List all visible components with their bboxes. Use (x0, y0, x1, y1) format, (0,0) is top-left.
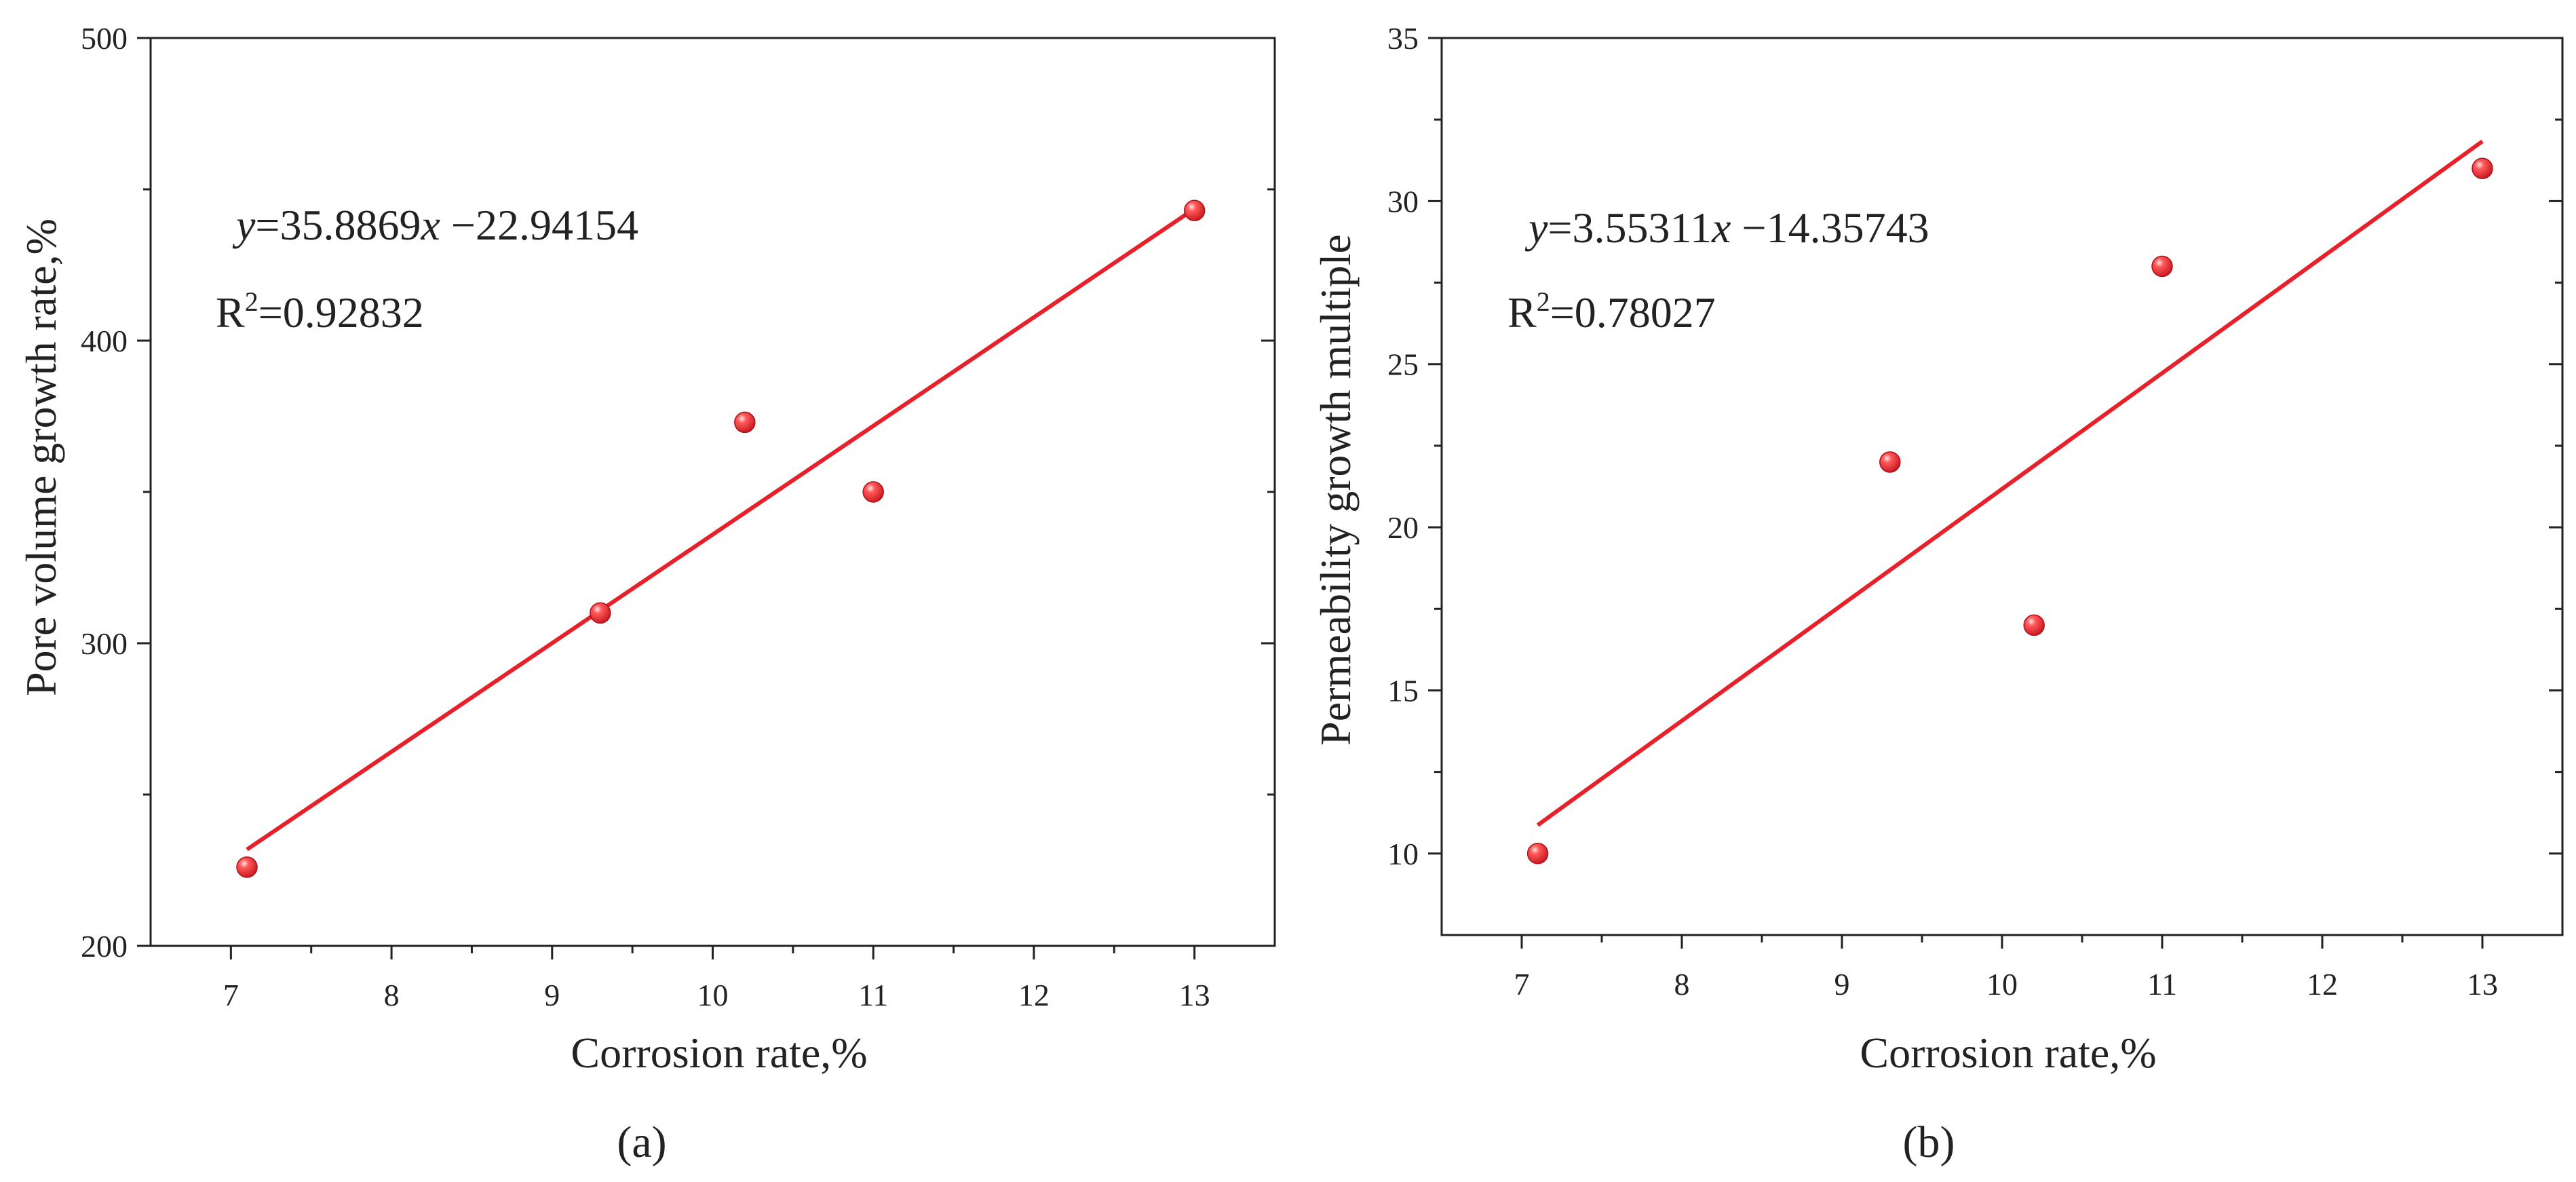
y-tick-label: 10 (1387, 837, 1419, 871)
tick-marks (1428, 37, 2562, 949)
y-tick-label: 400 (81, 324, 128, 358)
data-point (236, 856, 258, 878)
x-tick-labels: 7 8 9 10 11 12 13 (223, 978, 1210, 1012)
y-tick-label: 15 (1387, 673, 1419, 708)
regression-equation: y=3.55311x −14.35743 (1524, 204, 1929, 252)
data-point (862, 481, 884, 503)
x-tick-label: 13 (2467, 967, 2498, 1002)
panel-label-b: (b) (1903, 1118, 1955, 1167)
x-tick-label: 8 (384, 978, 400, 1012)
data-points (1526, 157, 2493, 864)
data-point (2151, 255, 2173, 278)
x-tick-label: 11 (2147, 967, 2177, 1002)
y-axis-title: Pore volume growth rate,% (17, 218, 65, 696)
x-tick-label: 12 (2307, 967, 2338, 1002)
x-tick-label: 9 (544, 978, 560, 1012)
x-tick-label: 10 (697, 978, 729, 1012)
data-point (2472, 157, 2493, 180)
chart-panel-b: 7 8 9 10 11 12 13 10 15 20 25 30 35 y=3.55311x −14.… (1311, 21, 2564, 1167)
x-tick-label: 10 (1986, 967, 2018, 1002)
chart-panel-a: 7 8 9 10 11 12 13 200 300 400 500 y=35.8869x −22.… (17, 21, 1276, 1167)
y-tick-label: 35 (1387, 21, 1419, 56)
fit-line (1536, 139, 2484, 827)
x-axis-title: Corrosion rate,% (571, 1029, 867, 1077)
data-point (2023, 614, 2045, 636)
y-tick-label: 20 (1387, 510, 1419, 545)
x-tick-label: 8 (1674, 967, 1690, 1002)
data-point (590, 602, 611, 624)
x-axis-title: Corrosion rate,% (1860, 1029, 2156, 1077)
data-points (236, 199, 1206, 878)
y-tick-labels: 200 300 400 500 (81, 21, 128, 964)
data-point (734, 411, 756, 434)
regression-equation: y=35.8869x −22.94154 (232, 201, 638, 249)
y-tick-label: 25 (1387, 347, 1419, 382)
x-tick-label: 11 (858, 978, 888, 1012)
plot-frame (1440, 37, 2564, 936)
tick-marks (137, 37, 1275, 959)
x-tick-label: 12 (1018, 978, 1050, 1012)
fit-line (246, 207, 1196, 852)
x-tick-label: 7 (1514, 967, 1530, 1002)
y-tick-labels: 10 15 20 25 30 35 (1387, 21, 1419, 871)
data-point (1879, 451, 1901, 473)
y-axis-title: Permeability growth multiple (1311, 234, 1360, 746)
y-tick-label: 30 (1387, 184, 1419, 218)
y-tick-label: 300 (81, 626, 128, 661)
x-tick-label: 7 (223, 978, 239, 1012)
plot-frame (149, 37, 1276, 947)
x-tick-labels: 7 8 9 10 11 12 13 (1514, 967, 2499, 1002)
y-tick-label: 500 (81, 21, 128, 56)
data-point (1183, 199, 1206, 221)
y-tick-label: 200 (81, 929, 128, 964)
panel-label-a: (a) (617, 1118, 666, 1167)
r-squared-label: R2=0.78027 (1507, 286, 1716, 337)
data-point (1526, 843, 1549, 864)
r-squared-label: R2=0.92832 (216, 286, 424, 337)
x-tick-label: 9 (1834, 967, 1850, 1002)
x-tick-label: 13 (1179, 978, 1210, 1012)
